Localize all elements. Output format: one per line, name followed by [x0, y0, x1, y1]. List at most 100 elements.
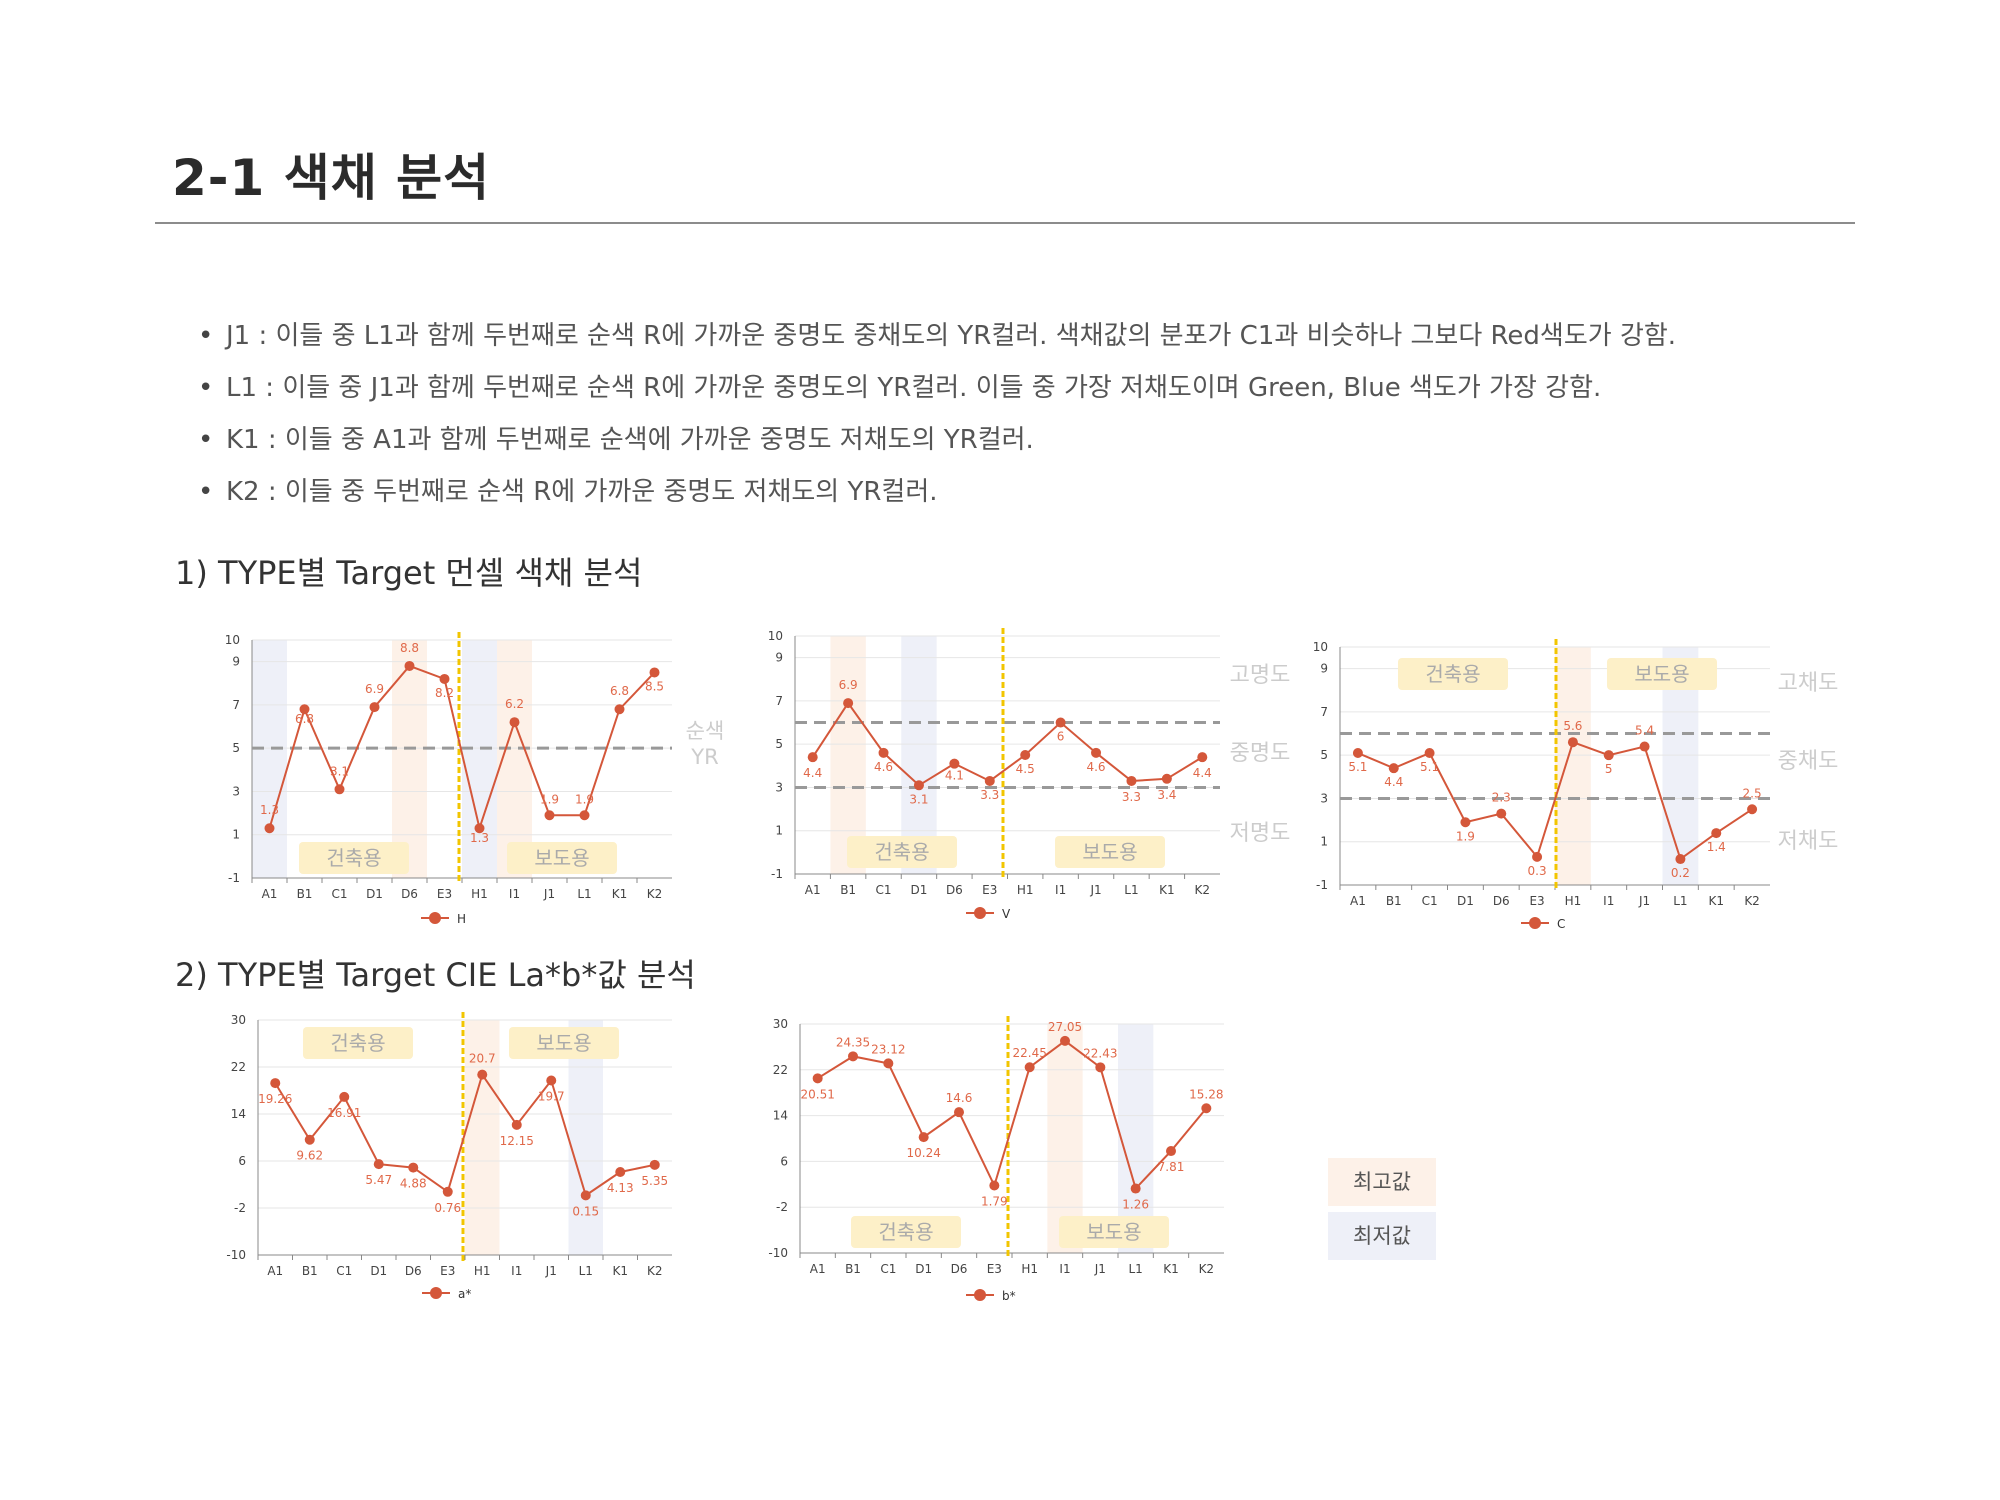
series-line: [817, 1039, 1208, 1191]
zone-label: 저명도: [1230, 821, 1291, 846]
bullet-item: • K1 : 이들 중 A1과 함께 두번째로 순색에 가까운 중명도 저채도의 …: [198, 422, 1676, 474]
data-label: 22.43: [1083, 1046, 1117, 1060]
x-tick-label: K1: [1708, 894, 1724, 908]
data-label: 8.2: [435, 686, 454, 700]
data-point: [883, 1058, 894, 1069]
data-point: [1711, 828, 1722, 839]
y-tick-label: -10: [768, 1246, 788, 1260]
data-point: [949, 758, 960, 769]
zone-label: 고명도: [1230, 663, 1291, 688]
highlight-max-band: [830, 636, 866, 874]
highlight-min-band: [252, 640, 287, 878]
page-title: 2-1 색채 분석: [172, 149, 491, 207]
section-heading-lab: 2) TYPE별 Target CIE La*b*값 분석: [175, 956, 696, 994]
data-point: [1091, 747, 1102, 758]
data-point: [1130, 1183, 1141, 1194]
y-tick-label: -2: [234, 1201, 246, 1215]
data-label: 15.28: [1189, 1087, 1223, 1101]
highlight-max-band: [1555, 647, 1591, 885]
y-tick-label: 5: [1320, 748, 1328, 762]
data-point: [339, 1091, 350, 1102]
highlight-min-band: [1118, 1024, 1154, 1253]
legend-marker: [974, 1289, 986, 1301]
x-tick-label: C1: [331, 887, 347, 901]
highlight-min-band: [568, 1020, 603, 1255]
y-tick-label: 1: [232, 828, 240, 842]
data-point: [918, 1132, 929, 1143]
data-point: [373, 1159, 384, 1170]
analysis-bullet-list: • J1 : 이들 중 L1과 함께 두번째로 순색 R에 가까운 중명도 중채도…: [198, 318, 1676, 526]
data-point: [477, 1069, 488, 1080]
y-tick-label: 9: [232, 655, 240, 669]
reference-line-label: 순색: [686, 719, 725, 743]
y-tick-label: 7: [1320, 705, 1328, 719]
x-tick-label: D1: [1457, 894, 1474, 908]
data-label: 0.3: [1528, 864, 1547, 878]
data-label: 14.6: [946, 1091, 973, 1105]
x-tick-label: I1: [1059, 1262, 1070, 1276]
x-tick-label: J1: [1094, 1262, 1106, 1276]
bullet-dot-icon: •: [198, 425, 214, 455]
group-tag-bg: [851, 1216, 961, 1248]
legend-series-name: C: [1557, 917, 1565, 931]
x-tick-label: E3: [440, 1264, 455, 1278]
y-tick-label: 10: [768, 629, 783, 643]
bullet-item: • K2 : 이들 중 두번째로 순색 R에 가까운 중명도 저채도의 YR컬러.: [198, 474, 1676, 526]
data-point: [649, 667, 660, 678]
data-label: 7.81: [1158, 1160, 1185, 1174]
data-point: [1055, 717, 1066, 728]
group-tag-label: 건축용: [330, 1031, 385, 1055]
data-label: 22.45: [1012, 1046, 1046, 1060]
data-label: 3.4: [1157, 788, 1176, 802]
series-line: [274, 1072, 655, 1197]
data-label: 4.4: [1384, 775, 1403, 789]
data-point: [1126, 775, 1137, 786]
bullet-dot-icon: •: [198, 321, 214, 351]
y-tick-label: 6: [238, 1154, 246, 1168]
x-tick-label: I1: [1055, 883, 1066, 897]
data-point: [812, 1073, 823, 1084]
y-tick-label: 30: [773, 1017, 788, 1031]
x-tick-label: D1: [915, 1262, 932, 1276]
x-tick-label: B1: [302, 1264, 318, 1278]
x-tick-label: I1: [1603, 894, 1614, 908]
highlight-max-band: [1047, 1024, 1083, 1253]
data-label: 1.9: [575, 792, 594, 806]
highlight-min-band: [901, 636, 937, 874]
data-point: [511, 1119, 522, 1130]
group-tag-label: 보도용: [534, 846, 589, 870]
zone-label: 고채도: [1778, 671, 1839, 696]
data-point: [1024, 1062, 1035, 1073]
data-label: 1.79: [981, 1195, 1008, 1209]
data-label: 3.1: [909, 792, 928, 806]
legend-max-value: 최고값: [1328, 1158, 1436, 1206]
data-label: 10.24: [906, 1146, 940, 1160]
data-label: 5.6: [1563, 719, 1582, 733]
x-tick-label: L1: [1673, 894, 1687, 908]
data-label: 9.62: [296, 1149, 323, 1163]
data-label: 6.9: [365, 682, 384, 696]
data-label: 6.8: [295, 712, 314, 726]
data-point: [1060, 1035, 1070, 1046]
highlight-max-band: [465, 1020, 500, 1255]
data-point: [509, 717, 520, 728]
data-point: [299, 704, 310, 715]
bullet-dot-icon: •: [198, 477, 214, 507]
data-label: 6.2: [505, 697, 524, 711]
data-point: [1532, 851, 1543, 862]
x-tick-label: K1: [612, 1264, 628, 1278]
x-tick-label: J1: [1089, 883, 1101, 897]
data-label: 5.35: [641, 1174, 668, 1188]
x-tick-label: D6: [951, 1262, 968, 1276]
data-label: 5.4: [1635, 724, 1654, 738]
data-point: [807, 752, 818, 763]
group-tag-label: 보도용: [536, 1031, 591, 1055]
data-point: [408, 1162, 419, 1173]
bullet-item: • J1 : 이들 중 L1과 함께 두번째로 순색 R에 가까운 중명도 중채도…: [198, 318, 1676, 370]
data-label: 1.3: [260, 803, 279, 817]
group-tag-label: 보도용: [1086, 1220, 1141, 1244]
y-tick-label: 6: [780, 1154, 788, 1168]
y-tick-label: -1: [228, 871, 240, 885]
data-point: [1352, 748, 1363, 759]
data-label: 0.2: [1671, 866, 1690, 880]
